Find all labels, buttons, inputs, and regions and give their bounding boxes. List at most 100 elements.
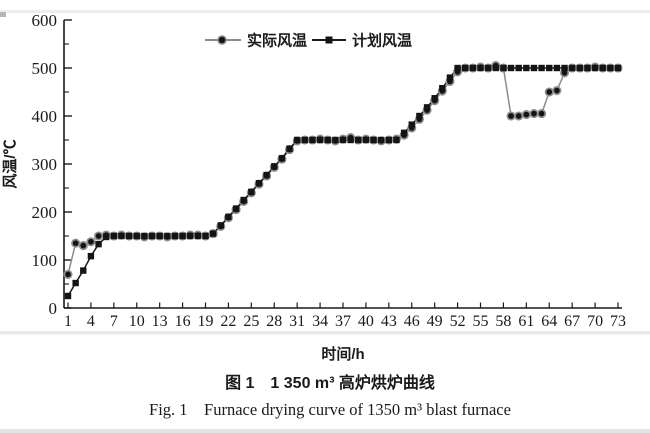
x-tick-label: 22 — [220, 313, 236, 330]
x-tick-label: 19 — [198, 313, 214, 330]
x-tick-label: 55 — [473, 313, 489, 330]
planned-data-point — [492, 64, 499, 72]
x-tick-label: 1 — [64, 313, 72, 330]
scan-mark-left — [0, 12, 6, 17]
planned-data-point — [347, 136, 354, 144]
planned-data-point — [607, 64, 614, 72]
planned-data-point — [385, 136, 393, 144]
x-tick-label: 10 — [129, 313, 145, 330]
planned-data-point — [286, 145, 293, 152]
scan-band-top — [0, 10, 650, 13]
planned-data-point — [446, 74, 454, 81]
legend-planned-square-marker-icon — [325, 36, 333, 44]
actual-data-point — [514, 111, 524, 121]
legend-actual-label: 实际风温 — [247, 32, 307, 50]
y-tick-label: 200 — [32, 203, 58, 222]
planned-data-point — [408, 121, 415, 128]
planned-data-point — [293, 136, 301, 144]
planned-data-point — [255, 180, 263, 187]
x-tick-label: 25 — [243, 313, 259, 330]
series-line-planned — [67, 67, 618, 297]
x-tick-label: 13 — [152, 313, 168, 330]
y-tick-label: 400 — [32, 107, 58, 126]
x-tick-label: 49 — [427, 313, 443, 330]
x-tick-label: 28 — [266, 313, 282, 330]
planned-data-point — [469, 64, 477, 72]
planned-data-point — [209, 230, 217, 237]
legend-item-planned: 计划风温 — [312, 32, 412, 50]
planned-data-point — [164, 232, 171, 240]
planned-data-point — [500, 64, 507, 72]
planned-data-point — [316, 136, 324, 144]
actual-data-point — [63, 269, 73, 279]
legend-planned-label: 计划风温 — [352, 32, 412, 50]
planned-data-point — [400, 129, 408, 136]
actual-data-point — [71, 238, 81, 248]
legend: 实际风温 计划风温 — [205, 32, 412, 50]
planned-data-point — [423, 104, 431, 111]
y-tick-label: 0 — [49, 299, 58, 318]
planned-data-point — [278, 155, 286, 162]
series-line-actual — [67, 64, 618, 275]
planned-data-point — [80, 267, 87, 274]
planned-data-point — [72, 279, 79, 287]
planned-data-point — [523, 64, 530, 72]
x-tick-label: 31 — [289, 313, 305, 330]
y-axis-title: 风温/℃ — [2, 139, 19, 188]
planned-data-point — [553, 64, 561, 72]
x-tick-label: 52 — [450, 313, 466, 330]
planned-data-point — [591, 64, 599, 72]
planned-data-point — [309, 136, 316, 144]
planned-data-point — [614, 64, 622, 72]
scan-band-bottom — [0, 429, 650, 433]
planned-data-point — [187, 232, 194, 240]
actual-data-point — [521, 110, 531, 120]
planned-data-point — [324, 136, 331, 144]
planned-data-point — [439, 84, 446, 92]
planned-data-point — [362, 136, 370, 144]
planned-data-point — [64, 292, 72, 300]
planned-data-point — [225, 213, 232, 220]
actual-data-point — [544, 87, 554, 97]
figure-caption-en: Fig. 1 Furnace drying curve of 1350 m³ b… — [149, 400, 511, 419]
planned-data-point — [248, 188, 255, 196]
plot-area: 0 100 200 300 400 500 600 1 4 7 10 13 16 19 22 25 28 31 34… — [32, 11, 627, 330]
planned-data-point — [240, 196, 247, 204]
actual-data-point — [537, 109, 547, 119]
planned-data-point — [263, 171, 270, 179]
x-tick-label: 61 — [518, 313, 534, 330]
y-tick-label: 500 — [32, 59, 58, 78]
x-axis-title: 时间/h — [321, 345, 364, 363]
planned-data-point — [339, 136, 347, 144]
planned-data-point — [477, 64, 484, 72]
planned-data-point — [568, 64, 576, 72]
x-tick-label: 34 — [312, 313, 328, 330]
legend-actual-circle-marker-icon — [217, 35, 227, 45]
actual-data-point — [506, 111, 516, 121]
planned-data-point — [546, 64, 553, 72]
x-tick-label: 37 — [335, 313, 351, 330]
planned-data-point — [156, 232, 163, 240]
planned-data-point — [118, 232, 125, 240]
x-tick-label: 64 — [541, 313, 557, 330]
y-tick-label: 100 — [32, 251, 58, 270]
x-tick-label: 4 — [87, 313, 95, 330]
planned-data-point — [133, 232, 140, 240]
planned-data-point — [355, 136, 362, 144]
planned-data-point — [217, 222, 224, 229]
planned-data-point — [125, 232, 133, 240]
planned-data-point — [416, 112, 423, 120]
planned-data-point — [148, 232, 156, 240]
legend-item-actual: 实际风温 — [205, 32, 307, 50]
planned-data-point — [599, 64, 606, 72]
planned-data-point — [87, 252, 95, 260]
planned-data-point — [301, 136, 309, 144]
actual-data-point — [78, 241, 88, 251]
planned-data-point — [377, 136, 385, 144]
x-tick-label: 7 — [110, 313, 118, 330]
x-tick-label: 73 — [610, 313, 626, 330]
x-tick-label: 16 — [175, 313, 191, 330]
planned-data-point — [515, 64, 522, 72]
planned-data-point — [484, 64, 492, 72]
planned-data-point — [507, 64, 515, 72]
